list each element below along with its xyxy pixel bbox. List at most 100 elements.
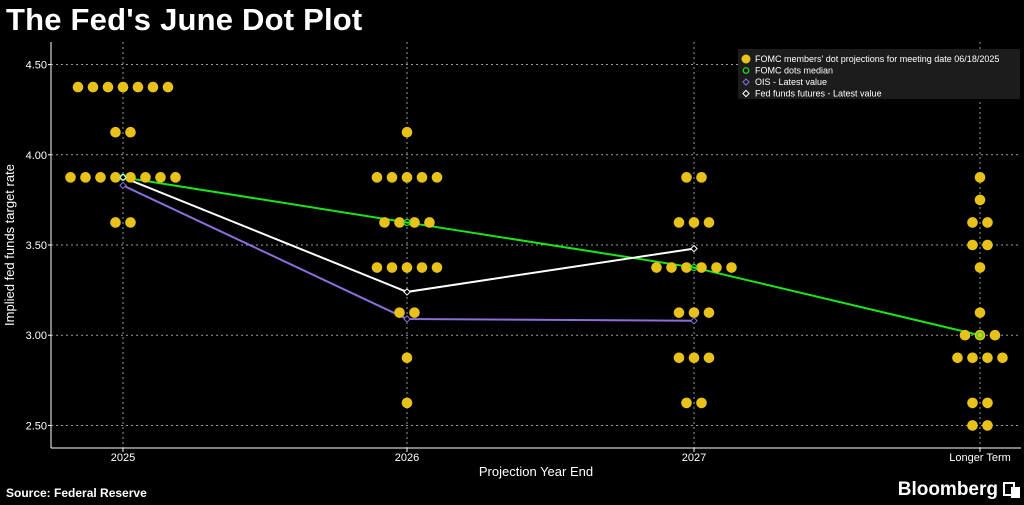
- fomc-dot: [967, 239, 978, 251]
- legend-entry: Fed funds futures - Latest value: [755, 89, 882, 99]
- fomc-dot: [371, 172, 383, 183]
- fomc-dot: [982, 239, 993, 251]
- fomc-dot: [681, 172, 692, 183]
- fomc-dot: [696, 262, 707, 273]
- y-axis-label: Implied fed funds target rate: [2, 164, 17, 326]
- fomc-dot: [80, 172, 91, 183]
- x-tick-label: 2025: [111, 452, 135, 464]
- dot-plot-chart: 2.50 3.00 3.50 4.00 4.50 2025 2026 2027 Longer T…: [2, 42, 1021, 479]
- fomc-dot: [967, 397, 978, 409]
- fomc-dot: [997, 352, 1008, 364]
- fomc-dot: [989, 329, 1001, 341]
- fomc-dot: [401, 126, 413, 138]
- legend: FOMC members' dot projections for meetin…: [738, 49, 1020, 99]
- bloomberg-terminal-icon: [1003, 482, 1020, 498]
- source-note: Source: Federal Reserve: [6, 486, 147, 500]
- fomc-dot: [401, 397, 413, 409]
- fomc-dot: [170, 172, 181, 183]
- fomc-dot: [703, 352, 715, 364]
- fomc-dot: [703, 307, 715, 318]
- fomc-dot: [416, 172, 428, 183]
- fomc-dot: [125, 217, 136, 228]
- fomc-dot: [974, 262, 986, 273]
- fomc-dot: [688, 307, 700, 318]
- grid-lines: [51, 42, 1021, 448]
- fomc-dot: [666, 262, 677, 273]
- median-line: [122, 176, 981, 337]
- futures-marker: [119, 173, 127, 182]
- fomc-dot: [651, 262, 662, 273]
- fomc-dot: [967, 420, 978, 431]
- fomc-dot: [974, 307, 986, 318]
- fomc-dot: [974, 194, 986, 206]
- fomc-dot: [132, 81, 144, 93]
- legend-entry: FOMC dots median: [755, 66, 833, 76]
- fomc-dot: [125, 172, 136, 183]
- y-tick-label: 3.00: [26, 330, 47, 342]
- fomc-dot: [673, 307, 685, 318]
- fomc-dot: [696, 172, 707, 183]
- fomc-dot: [424, 217, 435, 228]
- fomc-dot: [110, 217, 121, 228]
- fomc-dot: [72, 81, 84, 93]
- fomc-dot: [431, 262, 443, 273]
- ois-marker: [690, 316, 698, 325]
- ois-marker: [119, 181, 127, 190]
- fomc-dot: [688, 217, 700, 228]
- y-tick-label: 2.50: [26, 420, 47, 432]
- legend-entry: OIS - Latest value: [755, 77, 827, 87]
- chart-title: The Fed's June Dot Plot: [6, 2, 363, 37]
- fomc-dot: [386, 262, 398, 273]
- median-marker: [690, 263, 698, 272]
- fomc-dot: [386, 172, 398, 183]
- fomc-dot: [140, 172, 151, 183]
- legend-entry: FOMC members' dot projections for meetin…: [755, 54, 999, 64]
- x-axis-label: Projection Year End: [479, 464, 593, 479]
- fomc-dot: [394, 217, 405, 228]
- fomc-dot: [726, 262, 737, 273]
- fomc-dot: [401, 262, 413, 273]
- series-lines: [122, 176, 981, 337]
- fomc-dot: [147, 81, 159, 93]
- x-tick-label: Longer Term: [949, 452, 1011, 464]
- fomc-dot: [696, 397, 707, 409]
- fomc-dot: [431, 172, 443, 183]
- fomc-dot: [155, 172, 166, 183]
- median-marker: [403, 218, 411, 227]
- tick-labels: 2.50 3.00 3.50 4.00 4.50 2025 2026 2027 Longer T…: [26, 60, 1011, 464]
- fomc-dot: [967, 352, 978, 364]
- fomc-dot: [982, 352, 993, 364]
- fomc-dot: [401, 352, 413, 364]
- fomc-dot: [681, 262, 692, 273]
- fomc-dot: [711, 262, 722, 273]
- fomc-dot: [87, 81, 99, 93]
- brand-name: Bloomberg: [897, 479, 998, 500]
- fomc-dot: [162, 81, 174, 93]
- fomc-dot: [110, 126, 121, 138]
- median-marker: [976, 331, 984, 339]
- legend-median-marker: [742, 67, 750, 74]
- brand-logo: Bloomberg: [898, 479, 1024, 501]
- fomc-dot: [394, 307, 405, 318]
- y-tick-label: 4.50: [26, 60, 47, 72]
- fomc-dot: [117, 81, 129, 93]
- fomc-dot: [982, 397, 993, 409]
- legend-dot-marker: [741, 54, 751, 64]
- fomc-dot: [110, 172, 121, 183]
- fomc-dot: [967, 217, 978, 228]
- fomc-dot: [102, 81, 114, 93]
- futures-marker: [690, 244, 698, 253]
- axes: [48, 42, 1021, 452]
- legend-background: [738, 49, 1020, 99]
- legend-futures-marker: [742, 89, 750, 98]
- y-tick-label: 3.50: [26, 240, 47, 252]
- fomc-dot: [688, 352, 700, 364]
- x-tick-label: 2027: [682, 452, 706, 464]
- fomc-dot: [681, 397, 692, 409]
- futures-line: [122, 176, 695, 293]
- dot-projections: [65, 81, 1008, 431]
- fomc-dot: [974, 329, 986, 341]
- y-tick-label: 4.00: [26, 150, 47, 162]
- fomc-dot: [409, 307, 420, 318]
- fomc-dot: [982, 217, 993, 228]
